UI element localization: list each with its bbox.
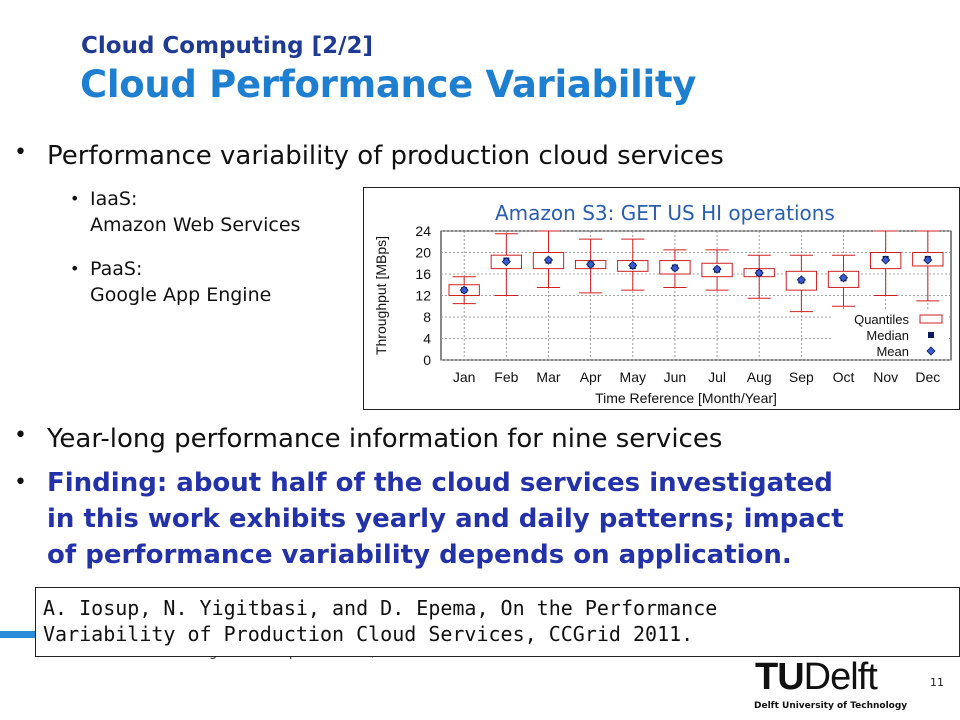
x-tick-label: Oct <box>833 369 855 385</box>
bullet-dot: • <box>70 259 80 278</box>
x-tick-label: Mar <box>536 369 560 385</box>
y-tick-label: 16 <box>415 266 431 282</box>
bullet-year-long: • Year-long performance information for … <box>14 423 723 454</box>
mean-point <box>628 260 638 270</box>
x-tick-label: Dec <box>915 369 940 385</box>
x-tick-label: Jun <box>664 369 687 385</box>
sub-bullet-line: Amazon Web Services <box>90 214 301 236</box>
x-axis-label: Time Reference [Month/Year] <box>595 390 777 406</box>
bullet-dot: • <box>14 140 27 165</box>
sub-bullet-paas: • PaaS: Google App Engine <box>70 256 272 308</box>
bullet-text: Performance variability of production cl… <box>47 141 724 171</box>
y-tick-label: 8 <box>423 309 431 325</box>
y-tick-label: 4 <box>423 331 431 347</box>
finding-line: Finding: about half of the cloud service… <box>47 468 833 498</box>
y-axis-label: Throughput [MBps] <box>373 236 389 355</box>
legend-quantiles-key <box>919 314 943 324</box>
mean-point <box>754 268 764 278</box>
x-tick-label: Apr <box>580 369 602 385</box>
x-tick-label: Feb <box>494 369 518 385</box>
slide-title: Cloud Performance Variability <box>80 63 697 106</box>
sub-bullet-line: Google App Engine <box>90 284 272 306</box>
finding-line: in this work exhibits yearly and daily p… <box>47 504 844 534</box>
bullet-dot: • <box>70 189 80 208</box>
y-tick-label: 0 <box>423 352 431 368</box>
x-tick-label: Jan <box>453 369 476 385</box>
mean-point <box>881 255 891 265</box>
page-number: 11 <box>930 676 944 689</box>
reference-line: Variability of Production Cloud Services… <box>43 622 694 646</box>
bullet-dot: • <box>14 470 27 495</box>
mean-point <box>501 257 511 267</box>
logo-u: U <box>777 656 804 698</box>
bullet-performance-variability: • Performance variability of production … <box>14 140 724 171</box>
legend-median-key <box>928 332 934 338</box>
logo-t: T <box>755 656 778 698</box>
legend-mean-key <box>926 346 936 356</box>
bullet-text: Year-long performance information for ni… <box>47 424 723 454</box>
y-axis: 0 4 8 12 16 20 24 <box>415 223 431 368</box>
reference-line: A. Iosup, N. Yigitbasi, and D. Epema, On… <box>43 596 718 620</box>
legend-label: Median <box>866 328 909 343</box>
x-tick-label: Nov <box>873 369 898 385</box>
x-axis: Jan Feb Mar Apr May Jun Jul Aug Sep Oct Nov Dec <box>453 369 940 385</box>
bullet-dot: • <box>14 423 27 448</box>
mean-point <box>838 273 849 283</box>
box-series <box>448 230 944 313</box>
sub-bullet-line: IaaS: <box>90 188 138 210</box>
chart-title: Amazon S3: GET US HI operations <box>495 201 835 225</box>
finding-line: of performance variability depends on ap… <box>47 540 792 570</box>
x-tick-label: Jul <box>708 369 726 385</box>
legend-label: Mean <box>876 344 909 359</box>
logo-delft: Delft <box>803 656 878 698</box>
logo-subtitle: Delft University of Technology <box>754 701 908 711</box>
y-tick-label: 24 <box>415 223 431 239</box>
slide-subtitle: Cloud Computing [2/2] <box>81 33 374 59</box>
reference-box: A. Iosup, N. Yigitbasi, and D. Epema, On… <box>35 587 960 657</box>
x-tick-label: Aug <box>747 369 772 385</box>
y-tick-label: 20 <box>415 245 431 261</box>
legend-label: Quantiles <box>854 312 909 327</box>
box-plot-chart: 0 4 8 12 16 20 24 Jan Feb Mar Apr May Jun Jul Aug Sep O… <box>373 223 952 406</box>
y-tick-label: 12 <box>415 288 431 304</box>
chart-frame <box>363 187 960 410</box>
mean-point <box>543 255 554 265</box>
mean-point <box>923 255 933 265</box>
mean-point <box>670 263 680 273</box>
sub-bullet-line: PaaS: <box>90 258 143 280</box>
x-tick-label: Sep <box>789 369 814 385</box>
x-tick-label: May <box>620 369 646 385</box>
bullet-finding: • Finding: about half of the cloud servi… <box>14 465 937 573</box>
mean-point <box>712 264 722 274</box>
mean-point <box>586 259 596 269</box>
mean-point <box>459 285 469 295</box>
tu-delft-logo: TUDelft <box>755 656 878 699</box>
sub-bullet-iaas: • IaaS: Amazon Web Services <box>70 186 301 238</box>
mean-point <box>796 275 806 285</box>
footer-accent-bar <box>0 631 36 638</box>
